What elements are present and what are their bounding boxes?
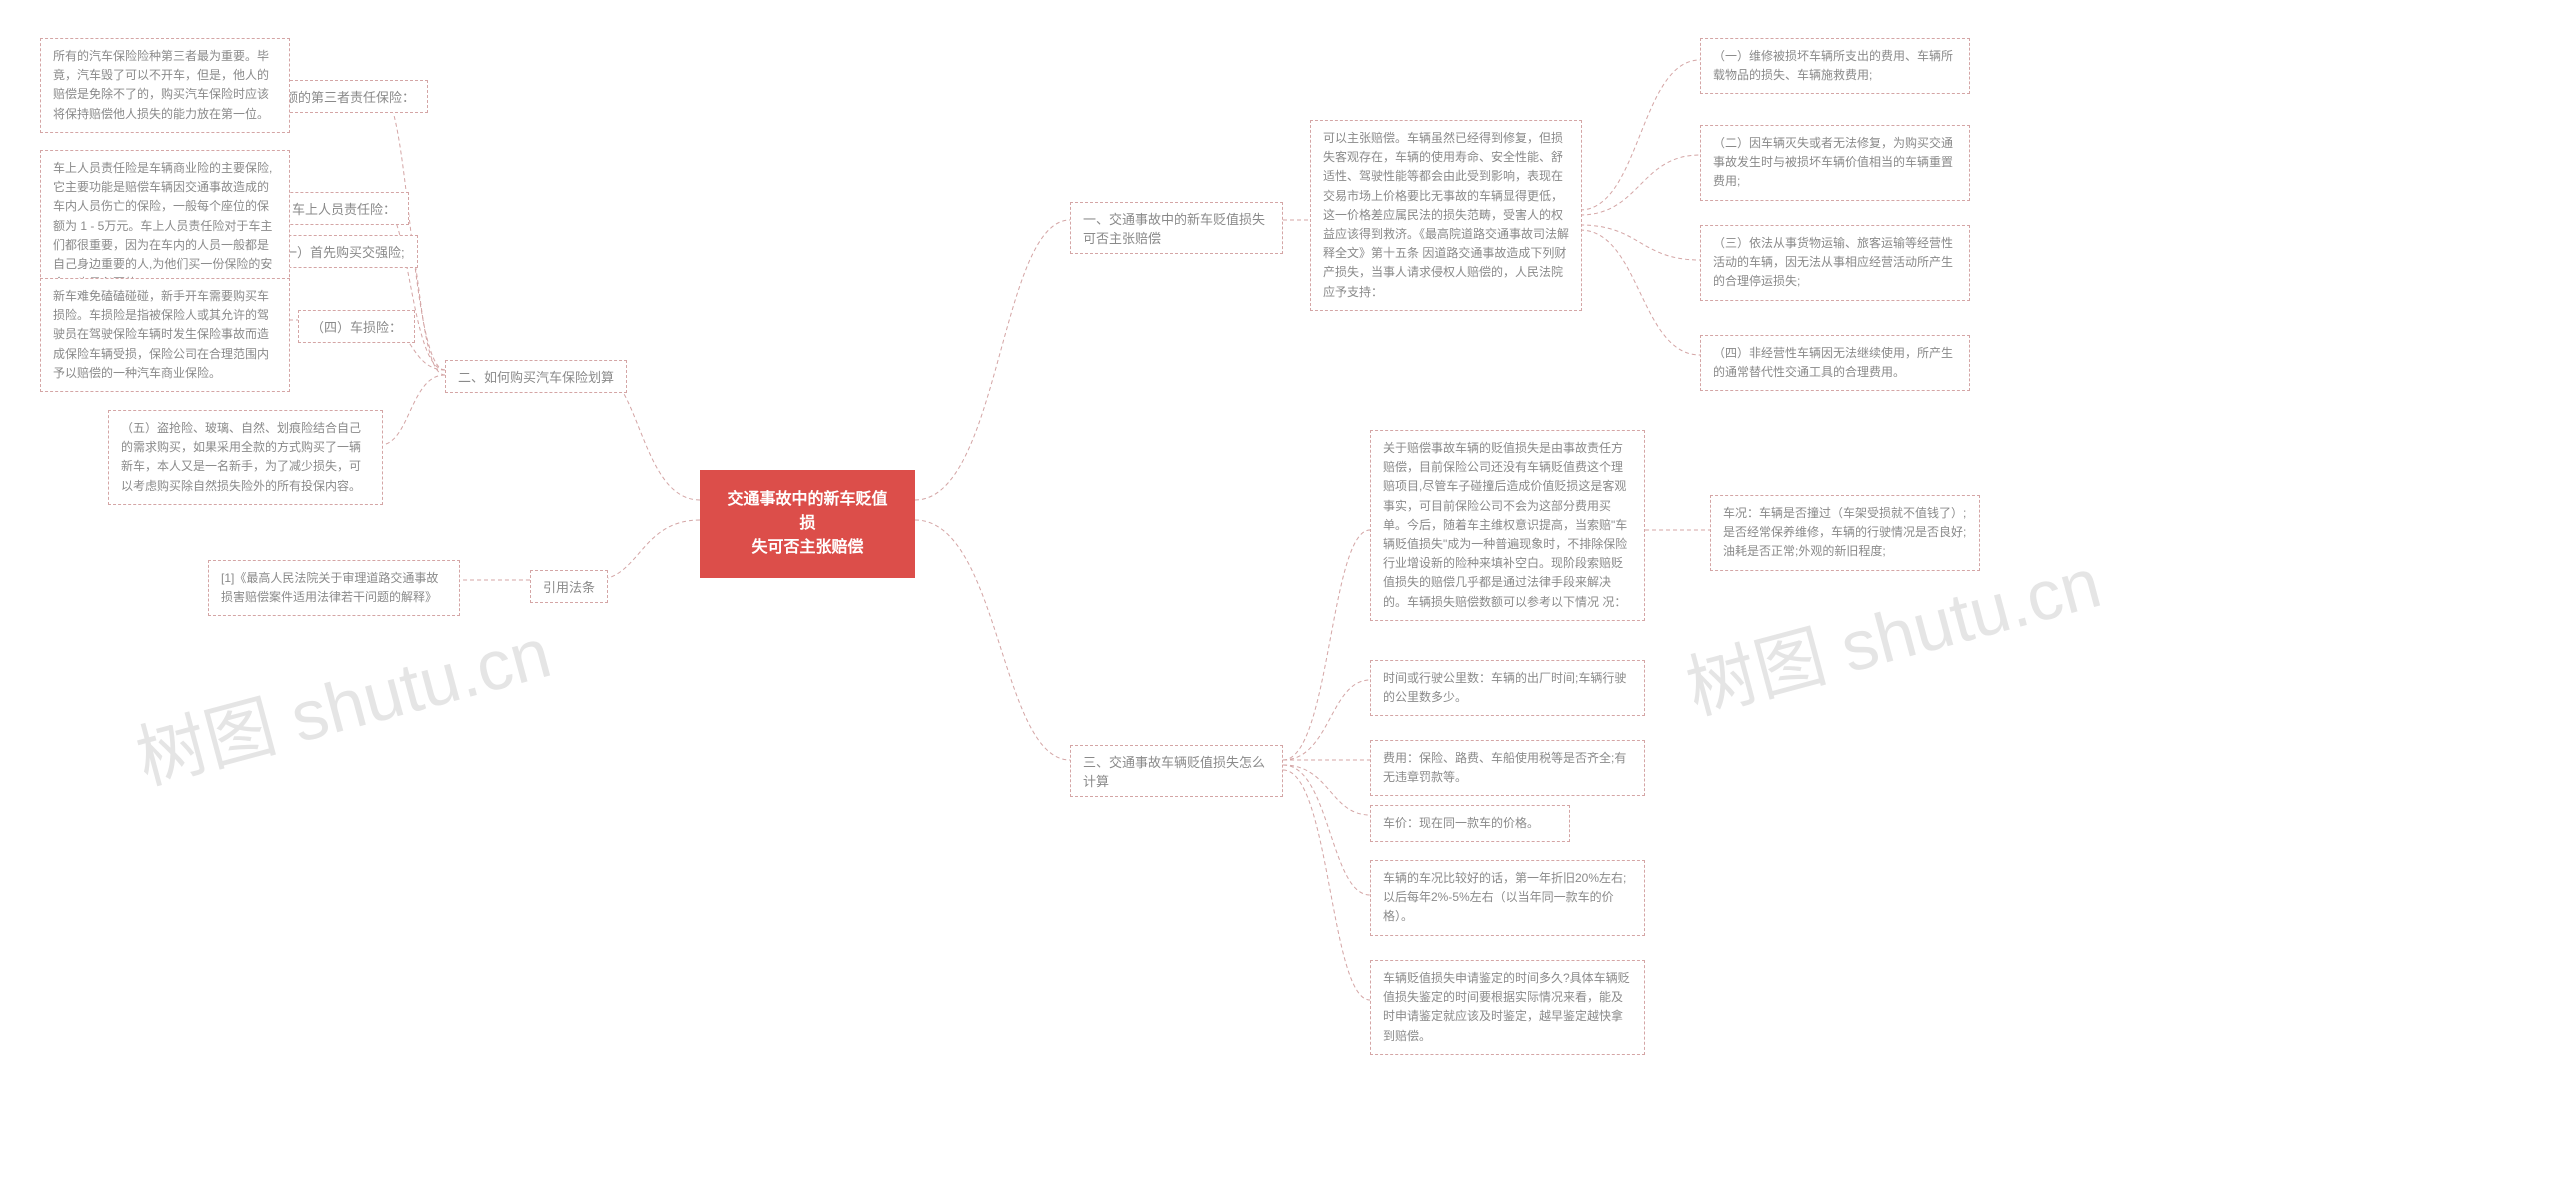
branch-r1-child-4: （四）非经营性车辆因无法继续使用，所产生的通常替代性交通工具的合理费用。: [1700, 335, 1970, 391]
branch-r3-child-1: 关于赔偿事故车辆的贬值损失是由事故责任方赔偿，目前保险公司还没有车辆贬值费这个理…: [1370, 430, 1645, 621]
branch-l2-desc2: 所有的汽车保险险种第三者最为重要。毕竟，汽车毁了可以不开车，但是，他人的赔偿是免…: [40, 38, 290, 133]
branch-r1-child-1: （一）维修被损坏车辆所支出的费用、车辆所载物品的损失、车辆施救费用;: [1700, 38, 1970, 94]
branch-r1-title: 一、交通事故中的新车贬值损失可否主张赔偿: [1070, 202, 1283, 254]
branch-citations-item: [1]《最高人民法院关于审理道路交通事故损害赔偿案件适用法律若干问题的解释》: [208, 560, 460, 616]
branch-r3-child-5: 车辆的车况比较好的话，第一年折旧20%左右;以后每年2%-5%左右（以当年同一款…: [1370, 860, 1645, 936]
center-text: 交通事故中的新车贬值损失可否主张赔偿: [727, 491, 887, 556]
branch-citations-title: 引用法条: [530, 570, 608, 603]
branch-l2-title: 二、如何购买汽车保险划算: [445, 360, 627, 393]
branch-r1-desc: 可以主张赔偿。车辆虽然已经得到修复，但损失客观存在，车辆的使用寿命、安全性能、舒…: [1310, 120, 1582, 311]
branch-r3-child-3: 费用：保险、路费、车船使用税等是否齐全;有无违章罚款等。: [1370, 740, 1645, 796]
watermark-1: 树图 shutu.cn: [124, 597, 560, 804]
branch-r3-child-4: 车价：现在同一款车的价格。: [1370, 805, 1570, 842]
branch-l2-desc4: 新车难免磕磕碰碰，新手开车需要购买车损险。车损险是指被保险人或其允许的驾驶员在驾…: [40, 278, 290, 392]
branch-r3-child-1-sub: 车况：车辆是否撞过（车架受损就不值钱了）;是否经常保养维修，车辆的行驶情况是否良…: [1710, 495, 1980, 571]
branch-r1-child-3: （三）依法从事货物运输、旅客运输等经营性活动的车辆，因无法从事相应经营活动所产生…: [1700, 225, 1970, 301]
branch-r3-child-2: 时间或行驶公里数：车辆的出厂时间;车辆行驶的公里数多少。: [1370, 660, 1645, 716]
branch-r3-child-6: 车辆贬值损失申请鉴定的时间多久?具体车辆贬值损失鉴定的时间要根据实际情况来看，能…: [1370, 960, 1645, 1055]
branch-l2-sub5: （五）盗抢险、玻璃、自然、划痕险结合自己的需求购买，如果采用全款的方式购买了一辆…: [108, 410, 383, 505]
branch-r1-child-2: （二）因车辆灭失或者无法修复，为购买交通事故发生时与被损坏车辆价值相当的车辆重置…: [1700, 125, 1970, 201]
branch-l2-sub4: （四）车损险：: [298, 310, 415, 343]
branch-r3-title: 三、交通事故车辆贬值损失怎么计算: [1070, 745, 1283, 797]
center-node: 交通事故中的新车贬值损失可否主张赔偿: [700, 470, 915, 578]
